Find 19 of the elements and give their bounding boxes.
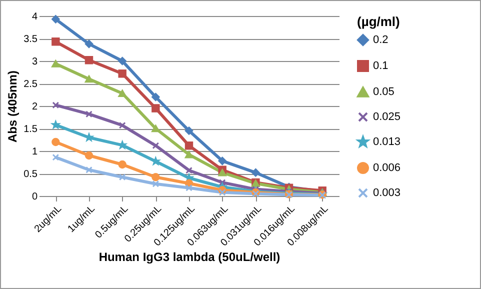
y-tick-label: 1.5 bbox=[24, 124, 38, 135]
legend-label: 0.1 bbox=[373, 60, 388, 72]
legend-label: 0.025 bbox=[373, 111, 401, 123]
y-tick-label: 2 bbox=[32, 102, 38, 112]
y-tick-label: 1 bbox=[32, 146, 38, 158]
y-tick-label: 0.5 bbox=[24, 169, 38, 180]
y-tick-label: 3.5 bbox=[24, 34, 38, 45]
legend-label: 0.013 bbox=[373, 136, 401, 148]
legend-label: 0.2 bbox=[373, 34, 388, 46]
legend-label: 0.003 bbox=[373, 187, 401, 199]
y-tick-label: 4 bbox=[32, 12, 38, 22]
y-tick-label: 0 bbox=[32, 192, 38, 202]
y-axis-title: Abs (405nm) bbox=[6, 70, 20, 143]
y-tick-label: 2.5 bbox=[24, 79, 38, 90]
legend-label: 0.05 bbox=[373, 86, 394, 98]
x-axis-title: Human IgG3 lambda (50uL/well) bbox=[98, 250, 280, 264]
y-tick-label: 3 bbox=[32, 56, 38, 68]
legend-title: (µg/ml) bbox=[357, 14, 400, 29]
legend-label: 0.006 bbox=[373, 162, 401, 174]
